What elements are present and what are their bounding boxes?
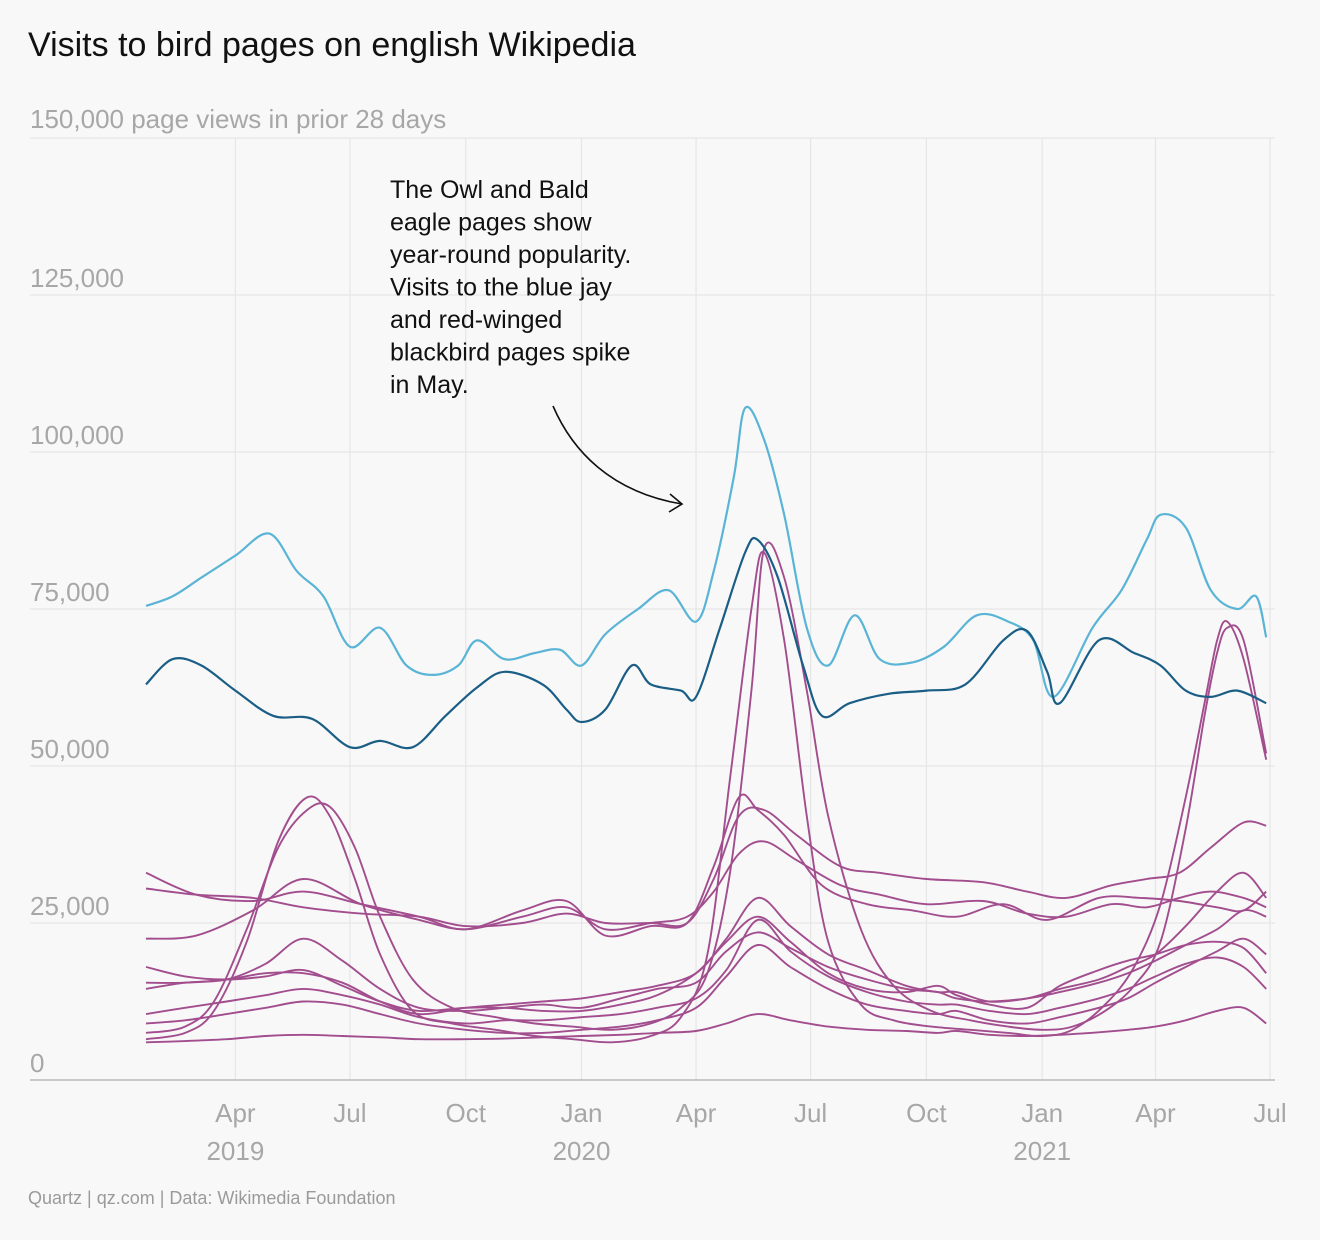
x-tick-year-label: 2019 — [206, 1136, 264, 1166]
series-line-bird-2 — [145, 806, 1267, 928]
x-tick-label: Jul — [794, 1098, 827, 1128]
series-line-bird-9 — [145, 1006, 1267, 1044]
y-tick-label: 0 — [30, 1048, 44, 1078]
annotation-text: The Owl and Bald eagle pages show year-rou… — [390, 176, 631, 399]
x-tick-label: Oct — [906, 1098, 947, 1128]
annotation: The Owl and Bald eagle pages show year-rou… — [390, 176, 684, 513]
x-tick-year-label: 2020 — [553, 1136, 611, 1166]
x-tick-label: Apr — [1135, 1098, 1176, 1128]
y-tick-label: 125,000 — [30, 263, 124, 293]
series-line-bird-3 — [145, 840, 1267, 940]
annotation-arrowhead — [668, 493, 684, 513]
series-line-bird-5 — [145, 871, 1267, 1016]
series-line-bald_eagle — [145, 536, 1267, 750]
x-tick-label: Jan — [561, 1098, 603, 1128]
y-axis-ticks: 0 25,000 50,000 75,000 100,000 125,000 — [30, 263, 124, 1078]
series-line-bird-7 — [145, 918, 1267, 1025]
series-line-owl — [145, 405, 1268, 698]
y-tick-label: 50,000 — [30, 734, 110, 764]
series-line-bird-8 — [145, 937, 1267, 1035]
x-tick-label: Jul — [1253, 1098, 1286, 1128]
y-tick-label: 100,000 — [30, 420, 124, 450]
source-note: Quartz | qz.com | Data: Wikimedia Founda… — [28, 1188, 396, 1208]
series-line-bird-1 — [145, 793, 1267, 938]
annotation-line: year-round popularity. — [390, 241, 631, 269]
x-axis-ticks: Apr 2019 Jul Oct Jan 2020 Apr Jul Oct Jan 2021 Apr J… — [206, 1098, 1286, 1166]
x-tick-label: Apr — [215, 1098, 256, 1128]
annotation-line: Visits to the blue jay — [390, 274, 612, 302]
x-tick-label: Jul — [333, 1098, 366, 1128]
annotation-line: eagle pages show — [390, 209, 592, 237]
series-line-bird-6 — [145, 909, 1267, 1012]
annotation-line: blackbird pages spike — [390, 339, 630, 367]
x-tick-label: Jan — [1021, 1098, 1063, 1128]
x-tick-year-label: 2021 — [1013, 1136, 1071, 1166]
y-axis-label: 150,000 page views in prior 28 days — [30, 104, 446, 134]
gridlines — [30, 137, 1275, 1080]
y-tick-label: 25,000 — [30, 891, 110, 921]
annotation-arrow — [552, 405, 683, 505]
annotation-line: in May. — [390, 371, 469, 399]
series-line-bird-4 — [145, 915, 1267, 1013]
series-line-bird-10 — [145, 550, 1268, 1044]
annotation-line: and red-winged — [390, 306, 562, 334]
x-tick-label: Oct — [445, 1098, 486, 1128]
annotation-line: The Owl and Bald — [390, 176, 589, 204]
y-tick-label: 75,000 — [30, 577, 110, 607]
x-tick-label: Apr — [676, 1098, 717, 1128]
series-line-bird-11 — [145, 541, 1268, 1034]
chart-title: Visits to bird pages on english Wikipedi… — [28, 26, 636, 64]
series-lines — [145, 405, 1268, 1044]
